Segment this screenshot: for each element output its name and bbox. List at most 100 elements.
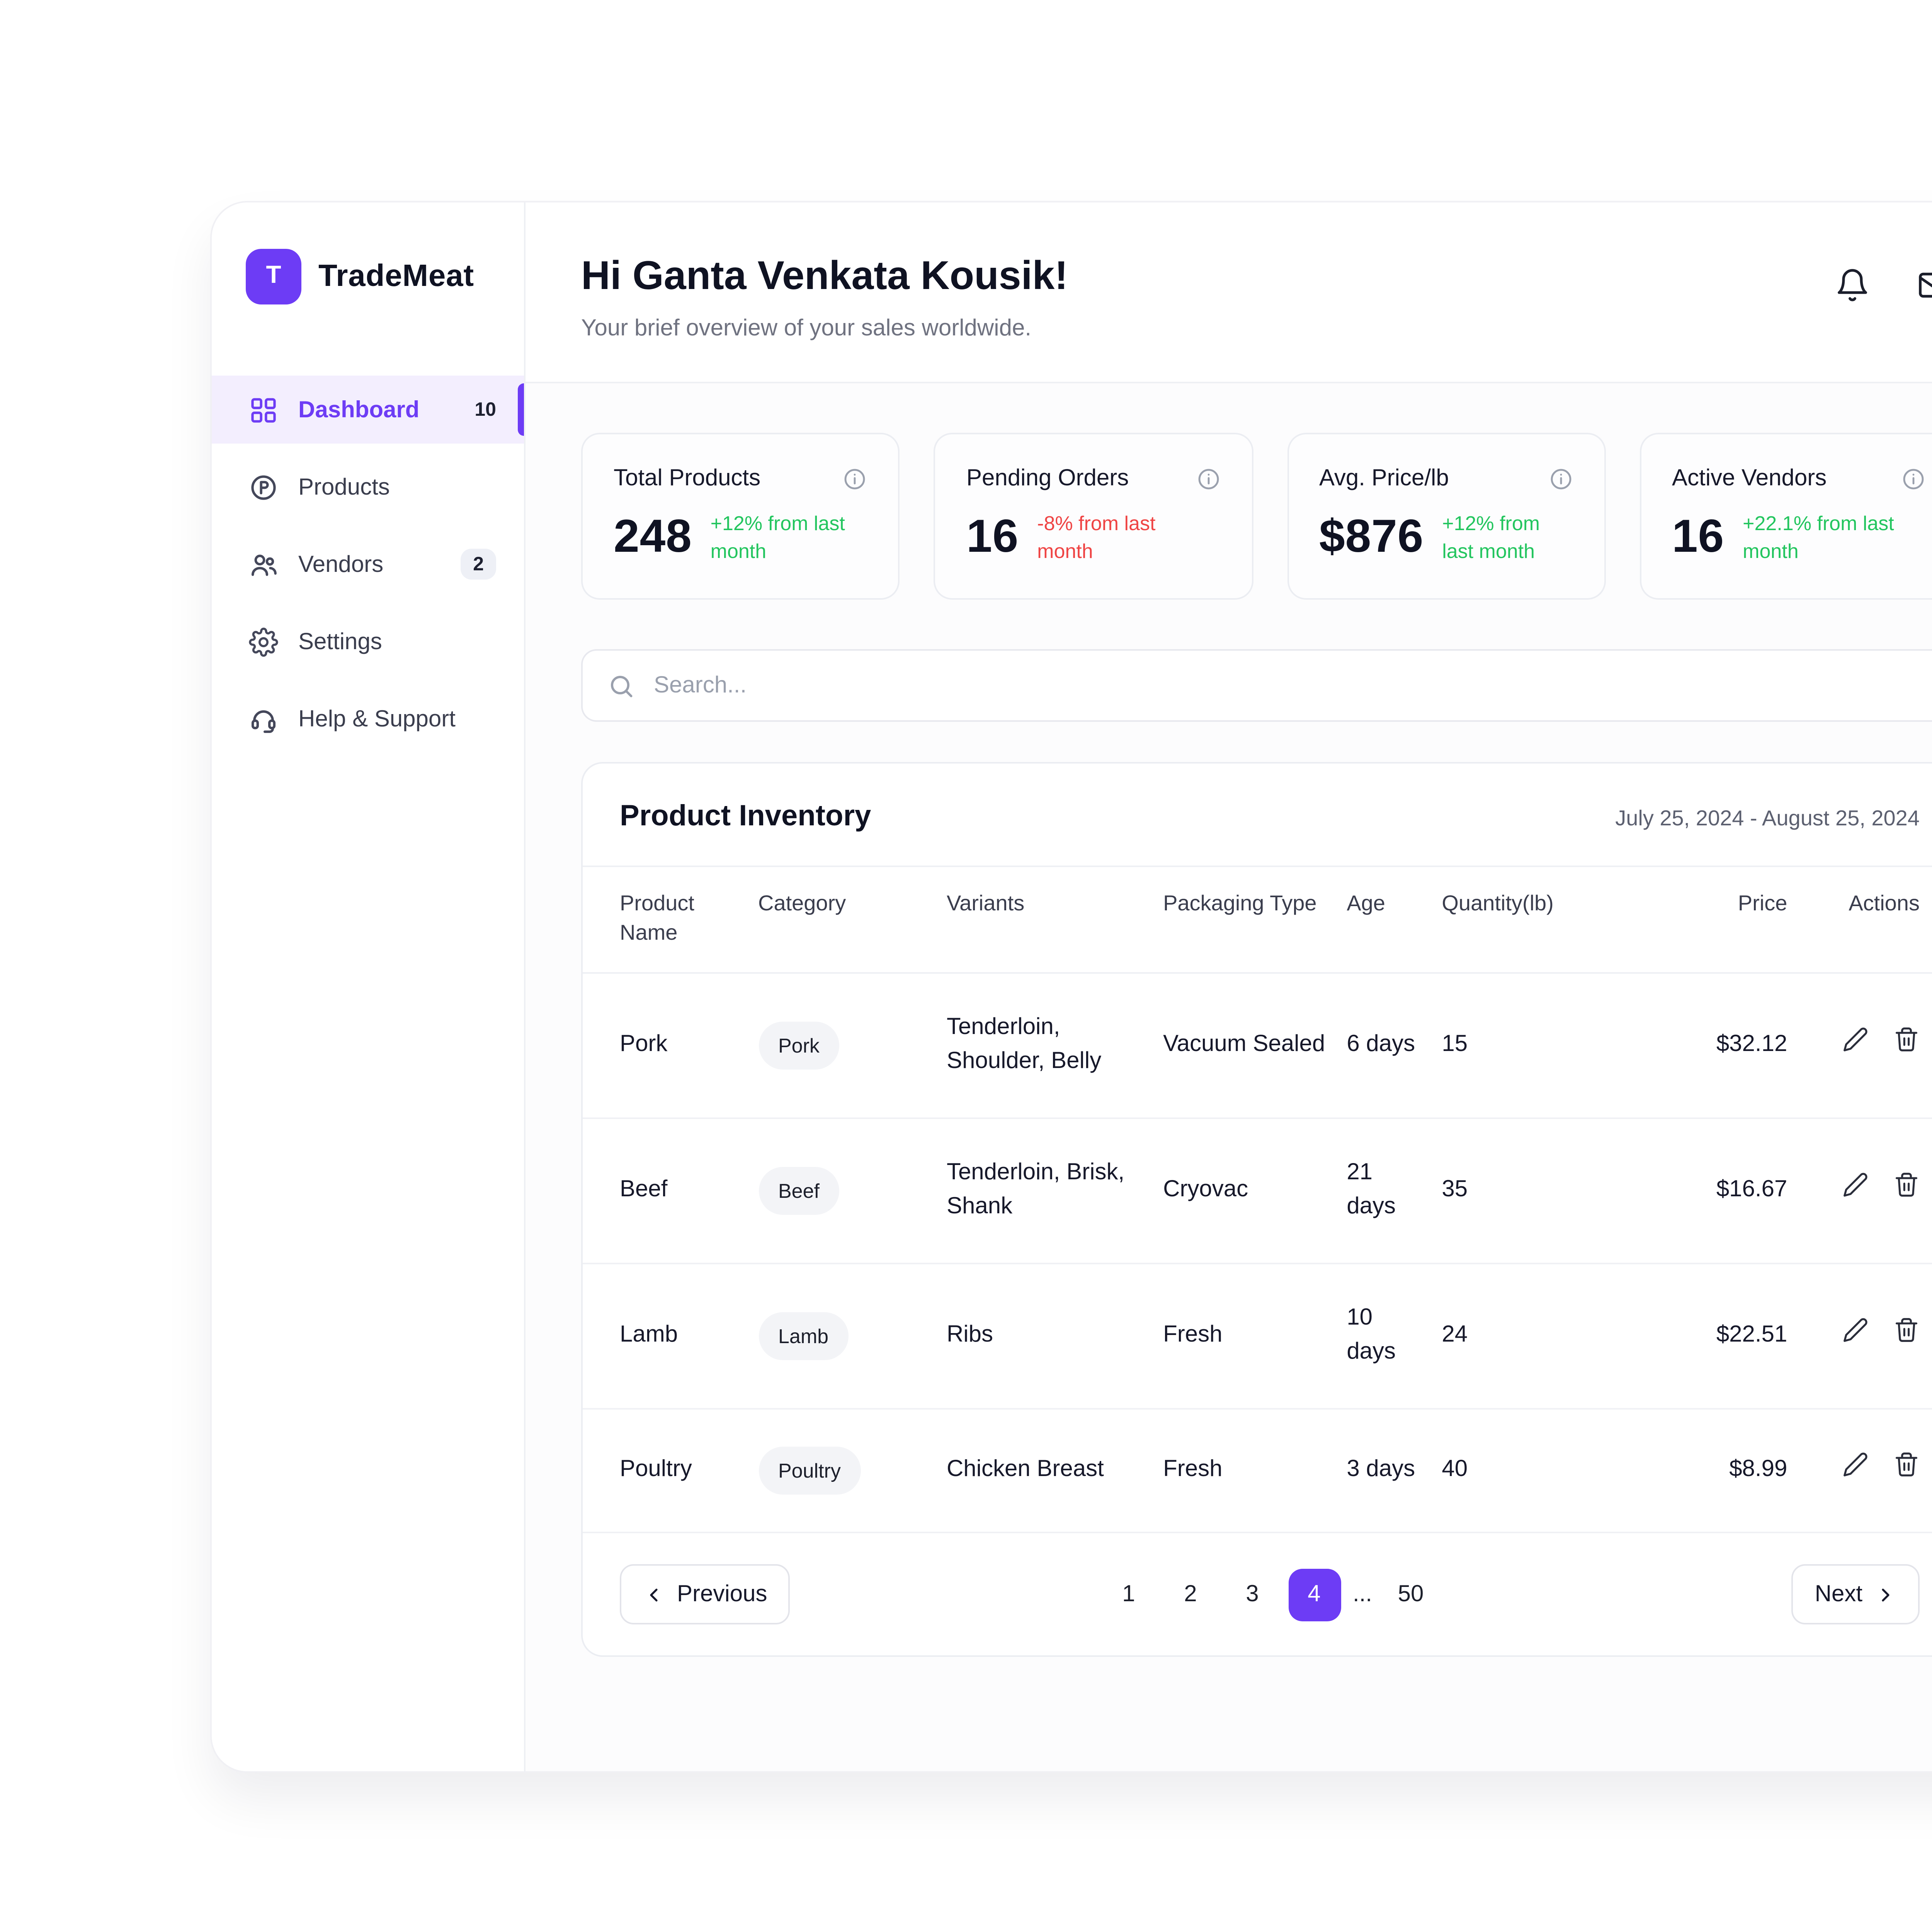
header-actions	[1835, 252, 1932, 303]
pagination: Previous 1 2 3 4 ... 50 Next	[583, 1534, 1932, 1656]
search-bar	[581, 649, 1932, 722]
sidebar-item-label: Vendors	[298, 551, 384, 577]
cell-variants: Tenderloin, Brisk, Shank	[946, 1118, 1163, 1264]
stat-card-pending-orders: Pending Orders 16 -8% from last month	[934, 433, 1253, 600]
chevron-right-icon	[1875, 1584, 1896, 1606]
stat-delta: +12% from last month	[710, 512, 845, 562]
brand: T TradeMeat	[212, 249, 524, 304]
page-subtitle: Your brief overview of your sales worldw…	[581, 315, 1031, 342]
inventory-header: Product Inventory July 25, 2024 - August…	[583, 764, 1932, 867]
cell-product-name: Poultry	[583, 1408, 758, 1534]
cell-price: $8.99	[1629, 1408, 1806, 1534]
page-number-50[interactable]: 50	[1384, 1569, 1437, 1621]
sidebar-item-label: Help & Support	[298, 706, 456, 732]
main-column: Hi Ganta Venkata Kousik! Your brief over…	[526, 202, 1932, 1771]
stat-label: Active Vendors	[1672, 465, 1827, 492]
cell-product-name: Lamb	[583, 1263, 758, 1410]
stat-card-total-products: Total Products 248 +12% from last month	[581, 433, 900, 600]
sidebar-item-badge: 10	[474, 399, 496, 420]
cell-variants: Ribs	[946, 1263, 1163, 1410]
stat-delta: -8% from last month	[1037, 512, 1156, 562]
stat-label: Total Products	[614, 465, 761, 492]
cell-variants: Tenderloin, Shoulder, Belly	[946, 973, 1163, 1119]
inventory-table: Product Name Category Variants Packaging…	[583, 867, 1932, 1534]
main-header: Hi Ganta Venkata Kousik! Your brief over…	[526, 202, 1932, 383]
brand-logo-letter: T	[266, 263, 281, 289]
category-badge: Beef	[758, 1166, 840, 1215]
sidebar-item-label: Products	[298, 474, 390, 500]
page-number-3[interactable]: 3	[1226, 1569, 1279, 1621]
cell-age: 3 days	[1347, 1408, 1442, 1534]
column-header-quantity: Quantity(lb)	[1442, 867, 1629, 974]
settings-gear-icon	[249, 627, 278, 656]
column-header-variants: Variants	[946, 867, 1163, 974]
table-row: Pork Pork Tenderloin, Shoulder, Belly Va…	[583, 973, 1932, 1119]
page-title: Hi Ganta Venkata Kousik!	[581, 252, 1068, 298]
sidebar-item-settings[interactable]: Settings	[212, 607, 524, 675]
main-content: Total Products 248 +12% from last month	[526, 383, 1932, 1771]
info-icon[interactable]	[843, 466, 867, 491]
cell-quantity: 24	[1442, 1263, 1629, 1410]
edit-icon[interactable]	[1842, 1452, 1869, 1478]
delete-icon[interactable]	[1893, 1452, 1920, 1478]
inventory-title: Product Inventory	[620, 801, 871, 833]
bell-icon[interactable]	[1835, 267, 1870, 303]
sidebar-nav: Dashboard 10 Products Vendors 2	[212, 376, 524, 753]
cell-packaging: Vacuum Sealed	[1163, 973, 1347, 1119]
cell-price: $16.67	[1629, 1118, 1806, 1264]
brand-logo: T	[246, 249, 301, 304]
sidebar-item-help-support[interactable]: Help & Support	[212, 685, 524, 753]
cell-packaging: Fresh	[1163, 1263, 1347, 1410]
page-number-2[interactable]: 2	[1164, 1569, 1217, 1621]
cell-quantity: 40	[1442, 1408, 1629, 1534]
previous-page-button[interactable]: Previous	[620, 1565, 791, 1625]
inventory-date-range: July 25, 2024 - August 25, 2024	[1615, 805, 1920, 830]
category-badge: Pork	[758, 1021, 840, 1070]
info-icon[interactable]	[1196, 466, 1220, 491]
delete-icon[interactable]	[1893, 1027, 1920, 1053]
sidebar-item-label: Settings	[298, 628, 382, 655]
stat-value: 16	[1672, 511, 1725, 562]
cell-price: $32.12	[1629, 973, 1806, 1119]
stat-value: 248	[614, 511, 692, 562]
delete-icon[interactable]	[1893, 1317, 1920, 1344]
sidebar-item-products[interactable]: Products	[212, 453, 524, 521]
page-number-4-active[interactable]: 4	[1287, 1568, 1340, 1621]
next-page-button[interactable]: Next	[1791, 1565, 1920, 1625]
dashboard-grid-icon	[249, 395, 278, 424]
page-number-1[interactable]: 1	[1102, 1569, 1155, 1621]
table-row: Beef Beef Tenderloin, Brisk, Shank Cryov…	[583, 1118, 1932, 1264]
edit-icon[interactable]	[1842, 1317, 1869, 1344]
mail-icon[interactable]	[1917, 267, 1932, 303]
cell-packaging: Cryovac	[1163, 1118, 1347, 1264]
delete-icon[interactable]	[1893, 1172, 1920, 1198]
category-badge: Lamb	[758, 1311, 849, 1361]
edit-icon[interactable]	[1842, 1027, 1869, 1053]
table-row: Poultry Poultry Chicken Breast Fresh 3 d…	[583, 1408, 1932, 1534]
edit-icon[interactable]	[1842, 1172, 1869, 1198]
cell-age: 21 days	[1347, 1118, 1442, 1264]
vendors-icon	[249, 549, 278, 579]
column-header-price: Price	[1629, 867, 1806, 974]
column-header-category: Category	[758, 867, 947, 974]
search-input[interactable]	[654, 672, 1932, 699]
sidebar: T TradeMeat Dashboard 10 Products	[212, 202, 526, 1771]
cell-age: 6 days	[1347, 973, 1442, 1119]
page-ellipsis: ...	[1352, 1582, 1372, 1608]
greeting-block: Hi Ganta Venkata Kousik! Your brief over…	[581, 252, 1068, 342]
info-icon[interactable]	[1548, 466, 1573, 491]
chevron-left-icon	[643, 1584, 665, 1606]
column-header-packaging: Packaging Type	[1163, 867, 1347, 974]
sidebar-item-dashboard[interactable]: Dashboard 10	[212, 376, 524, 444]
info-icon[interactable]	[1901, 466, 1926, 491]
cell-quantity: 15	[1442, 973, 1629, 1119]
cell-variants: Chicken Breast	[946, 1408, 1163, 1534]
search-icon	[607, 672, 635, 699]
stat-delta: +12% from last month	[1442, 512, 1540, 562]
column-header-actions: Actions	[1806, 867, 1932, 974]
brand-name: TradeMeat	[318, 259, 474, 293]
next-page-label: Next	[1815, 1582, 1862, 1608]
column-header-age: Age	[1347, 867, 1442, 974]
sidebar-item-vendors[interactable]: Vendors 2	[212, 530, 524, 598]
